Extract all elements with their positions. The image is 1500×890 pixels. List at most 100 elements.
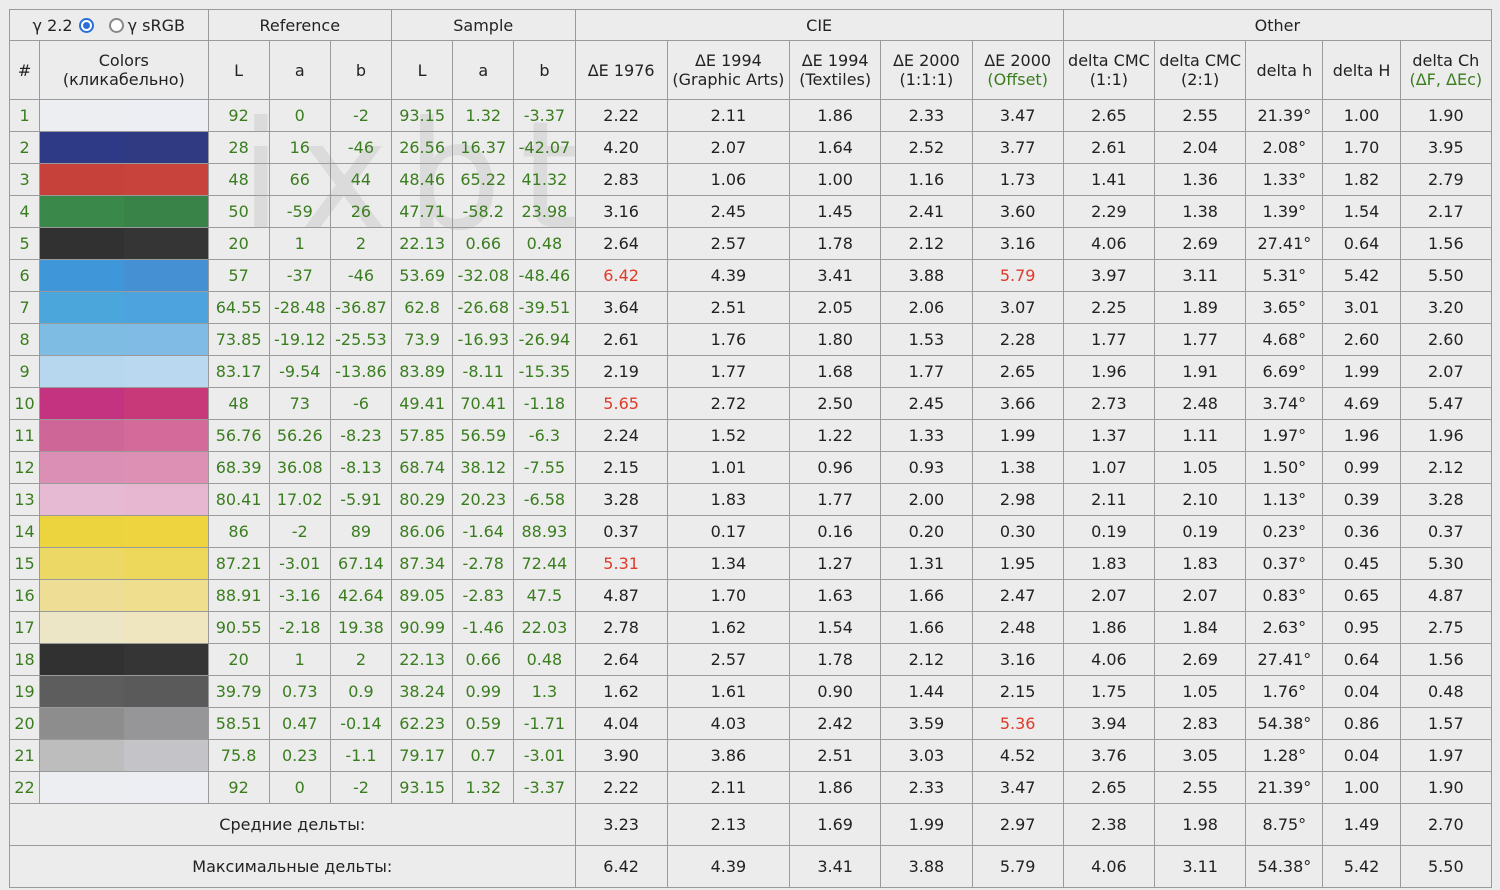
ref-swatch-fill[interactable] bbox=[40, 388, 124, 419]
sample-swatch[interactable] bbox=[123, 579, 209, 612]
ref-swatch-fill[interactable] bbox=[40, 644, 124, 675]
ref-swatch-fill[interactable] bbox=[40, 100, 124, 131]
sample-swatch[interactable] bbox=[123, 163, 209, 196]
sample-swatch-fill[interactable] bbox=[123, 516, 208, 547]
ref-swatch-fill[interactable] bbox=[40, 452, 124, 483]
sample-swatch[interactable] bbox=[123, 195, 209, 228]
ref-swatch-fill[interactable] bbox=[40, 772, 124, 803]
sample-swatch[interactable] bbox=[123, 131, 209, 164]
de1994-t-value: 1.22 bbox=[789, 419, 882, 452]
ref-swatch[interactable] bbox=[39, 163, 124, 196]
sample-swatch[interactable] bbox=[123, 227, 209, 260]
ref-swatch-fill[interactable] bbox=[40, 196, 124, 227]
sample-swatch[interactable] bbox=[123, 419, 209, 452]
sample-swatch[interactable] bbox=[123, 355, 209, 388]
ref-swatch-fill[interactable] bbox=[40, 260, 124, 291]
ref-swatch-fill[interactable] bbox=[40, 676, 124, 707]
de1994-ga-value: 2.51 bbox=[666, 291, 791, 324]
ref-swatch-fill[interactable] bbox=[40, 740, 124, 771]
sample-swatch-fill[interactable] bbox=[123, 772, 208, 803]
ref-swatch[interactable] bbox=[39, 323, 124, 356]
delta-ch-value: 5.30 bbox=[1399, 547, 1493, 580]
sample-swatch[interactable] bbox=[123, 387, 209, 420]
ref-swatch-fill[interactable] bbox=[40, 292, 124, 323]
sample-swatch[interactable] bbox=[123, 611, 209, 644]
sample-swatch[interactable] bbox=[123, 739, 209, 772]
de2000-value: 1.66 bbox=[880, 611, 973, 644]
sample-swatch-fill[interactable] bbox=[123, 132, 208, 163]
ref-swatch[interactable] bbox=[39, 355, 124, 388]
ref-swatch-fill[interactable] bbox=[40, 164, 124, 195]
ref-swatch[interactable] bbox=[39, 419, 124, 452]
ref-b: 89 bbox=[329, 515, 393, 548]
sample-swatch[interactable] bbox=[123, 483, 209, 516]
ref-swatch[interactable] bbox=[39, 579, 124, 612]
gamma-22-radio[interactable] bbox=[78, 17, 94, 33]
ref-swatch[interactable] bbox=[39, 611, 124, 644]
max-d00-value: 3.88 bbox=[880, 845, 973, 888]
ref-swatch[interactable] bbox=[39, 707, 124, 740]
ref-swatch[interactable] bbox=[39, 547, 124, 580]
sample-swatch[interactable] bbox=[123, 707, 209, 740]
sample-swatch-fill[interactable] bbox=[123, 644, 208, 675]
ref-swatch-fill[interactable] bbox=[40, 580, 124, 611]
sample-swatch-fill[interactable] bbox=[123, 228, 208, 259]
ref-swatch[interactable] bbox=[39, 643, 124, 676]
ref-b: -6 bbox=[329, 387, 393, 420]
ref-swatch[interactable] bbox=[39, 515, 124, 548]
sample-swatch-fill[interactable] bbox=[123, 164, 208, 195]
sample-swatch[interactable] bbox=[123, 259, 209, 292]
ref-swatch[interactable] bbox=[39, 451, 124, 484]
sample-swatch[interactable] bbox=[123, 547, 209, 580]
sample-swatch-fill[interactable] bbox=[123, 356, 208, 387]
ref-swatch[interactable] bbox=[39, 131, 124, 164]
sample-swatch[interactable] bbox=[123, 451, 209, 484]
sample-swatch-fill[interactable] bbox=[123, 612, 208, 643]
ref-swatch[interactable] bbox=[39, 739, 124, 772]
ref-swatch[interactable] bbox=[39, 195, 124, 228]
sample-swatch-fill[interactable] bbox=[123, 452, 208, 483]
ref-swatch[interactable] bbox=[39, 675, 124, 708]
ref-swatch-fill[interactable] bbox=[40, 484, 124, 515]
ref-swatch[interactable] bbox=[39, 387, 124, 420]
ref-swatch[interactable] bbox=[39, 227, 124, 260]
sample-swatch[interactable] bbox=[123, 643, 209, 676]
sample-swatch-fill[interactable] bbox=[123, 196, 208, 227]
ref-swatch[interactable] bbox=[39, 771, 124, 804]
sample-swatch-fill[interactable] bbox=[123, 708, 208, 739]
sample-swatch[interactable] bbox=[123, 771, 209, 804]
sample-b: 41.32 bbox=[513, 163, 576, 196]
sample-swatch[interactable] bbox=[123, 99, 209, 132]
ref-swatch[interactable] bbox=[39, 483, 124, 516]
ref-swatch-fill[interactable] bbox=[40, 708, 124, 739]
sample-swatch-fill[interactable] bbox=[123, 260, 208, 291]
sample-swatch-fill[interactable] bbox=[123, 420, 208, 451]
sample-swatch-fill[interactable] bbox=[123, 388, 208, 419]
sample-swatch-fill[interactable] bbox=[123, 100, 208, 131]
sample-swatch-fill[interactable] bbox=[123, 676, 208, 707]
ref-swatch[interactable] bbox=[39, 99, 124, 132]
ref-swatch-fill[interactable] bbox=[40, 132, 124, 163]
ref-swatch-fill[interactable] bbox=[40, 612, 124, 643]
ref-swatch-fill[interactable] bbox=[40, 516, 124, 547]
ref-swatch-fill[interactable] bbox=[40, 420, 124, 451]
ref-swatch[interactable] bbox=[39, 291, 124, 324]
ref-swatch-fill[interactable] bbox=[40, 356, 124, 387]
ref-swatch-fill[interactable] bbox=[40, 548, 124, 579]
ref-swatch[interactable] bbox=[39, 259, 124, 292]
color-delta-table: γ 2.2 γ sRGB Reference Sample CIE Other … bbox=[8, 9, 1493, 888]
sample-swatch-fill[interactable] bbox=[123, 484, 208, 515]
gamma-srgb-radio[interactable] bbox=[108, 17, 124, 33]
sample-swatch[interactable] bbox=[123, 291, 209, 324]
sample-swatch-fill[interactable] bbox=[123, 548, 208, 579]
ref-swatch-fill[interactable] bbox=[40, 228, 124, 259]
sample-swatch[interactable] bbox=[123, 515, 209, 548]
sample-swatch[interactable] bbox=[123, 675, 209, 708]
sample-swatch-fill[interactable] bbox=[123, 292, 208, 323]
sample-swatch[interactable] bbox=[123, 323, 209, 356]
sample-swatch-fill[interactable] bbox=[123, 740, 208, 771]
ref-swatch-fill[interactable] bbox=[40, 324, 124, 355]
sample-swatch-fill[interactable] bbox=[123, 324, 208, 355]
sample-swatch-fill[interactable] bbox=[123, 580, 208, 611]
de2000-offset-value: 3.16 bbox=[971, 227, 1064, 260]
